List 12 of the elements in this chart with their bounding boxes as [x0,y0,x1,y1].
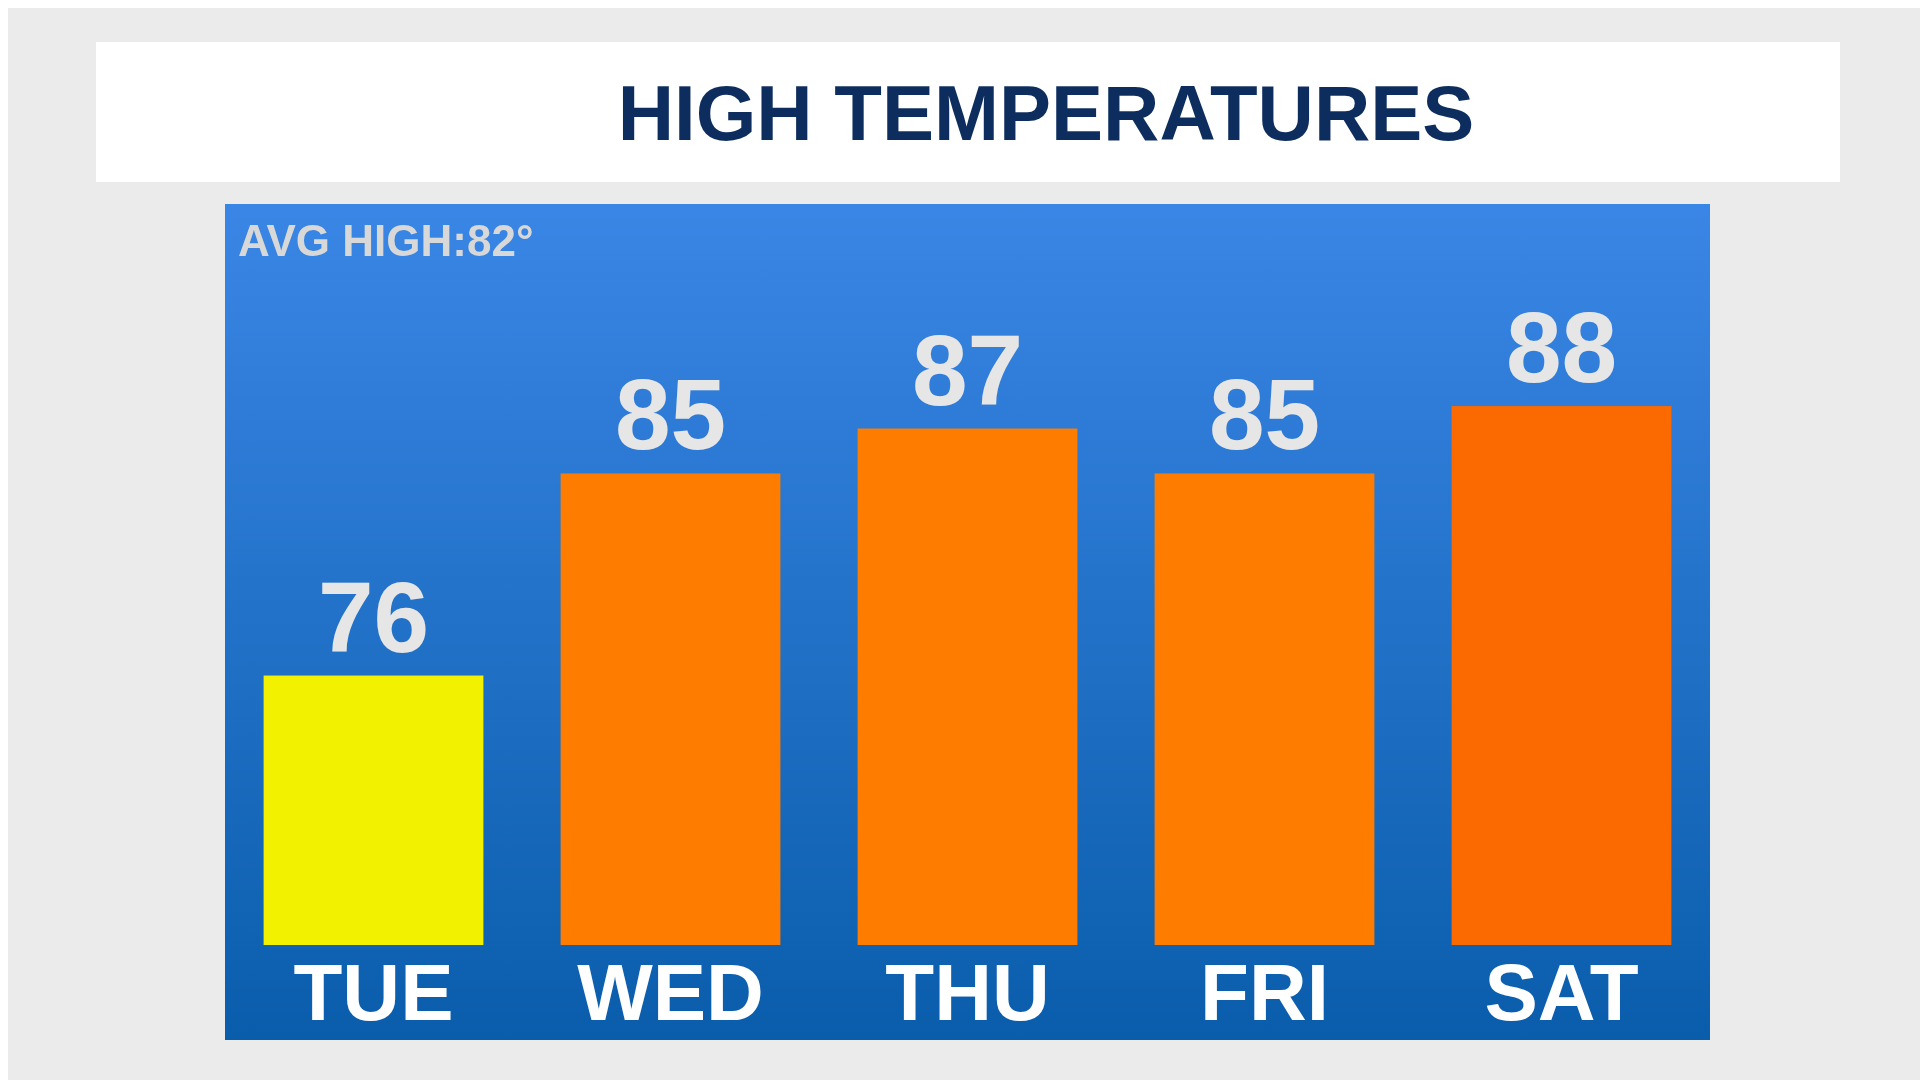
annotation: AVG HIGH:82° [238,216,534,265]
x-tick-label: TUE [293,948,454,1037]
x-tick-label: THU [885,948,1050,1037]
data-label: 87 [911,313,1024,426]
data-label: 88 [1505,291,1618,404]
x-tick-label: FRI [1200,948,1329,1037]
x-tick-label: SAT [1484,948,1639,1037]
data-label: 76 [317,560,430,673]
x-tick-label: WED [577,948,764,1037]
data-label: 85 [614,358,727,471]
chart-title: HIGH TEMPERATURES [617,69,1475,157]
data-label: 85 [1208,358,1321,471]
